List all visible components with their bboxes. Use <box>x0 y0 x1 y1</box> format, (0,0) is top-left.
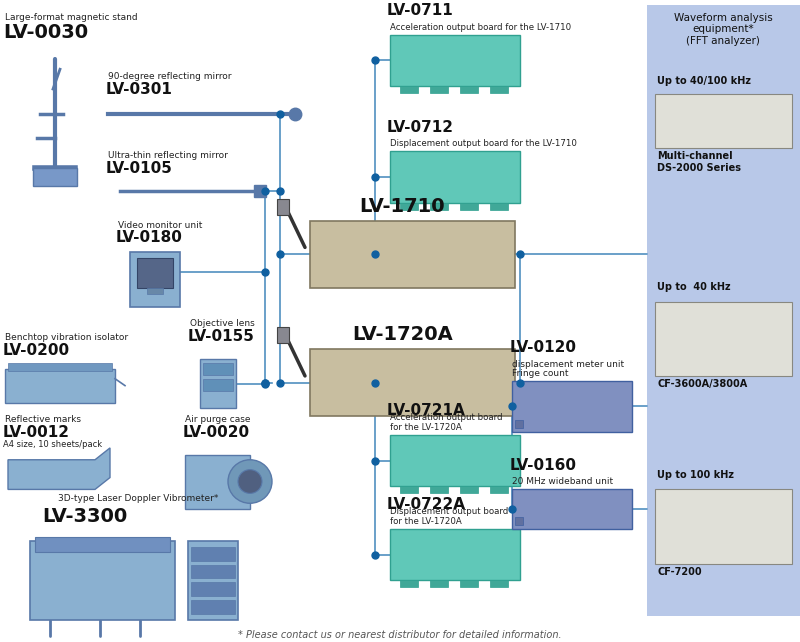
Text: * Please contact us or nearest distributor for detailed information.: * Please contact us or nearest distribut… <box>238 630 562 640</box>
Text: Large-format magnetic stand: Large-format magnetic stand <box>5 13 138 22</box>
FancyBboxPatch shape <box>490 487 508 494</box>
Text: Ultra-thin reflecting mirror: Ultra-thin reflecting mirror <box>108 152 228 160</box>
Text: LV-0160: LV-0160 <box>510 458 577 473</box>
FancyBboxPatch shape <box>515 517 523 525</box>
FancyBboxPatch shape <box>490 203 508 210</box>
FancyBboxPatch shape <box>390 529 520 580</box>
Circle shape <box>238 470 262 494</box>
Text: Displacement output board for the LV-1710: Displacement output board for the LV-171… <box>390 139 577 148</box>
Text: 20 MHz wideband unit: 20 MHz wideband unit <box>512 478 613 487</box>
FancyBboxPatch shape <box>191 600 235 614</box>
Text: Waveform analysis
equipment*
(FFT analyzer): Waveform analysis equipment* (FFT analyz… <box>674 13 772 46</box>
Text: Acceleration output board for the LV-1710: Acceleration output board for the LV-171… <box>390 22 571 31</box>
FancyBboxPatch shape <box>137 258 173 288</box>
Text: LV-0200: LV-0200 <box>3 343 70 358</box>
FancyBboxPatch shape <box>5 369 115 403</box>
FancyBboxPatch shape <box>430 203 448 210</box>
Text: Up to  40 kHz: Up to 40 kHz <box>657 282 730 292</box>
FancyBboxPatch shape <box>655 302 792 376</box>
FancyBboxPatch shape <box>277 327 289 343</box>
Text: LV-0301: LV-0301 <box>106 82 173 97</box>
Text: 3D-type Laser Doppler Vibrometer*: 3D-type Laser Doppler Vibrometer* <box>58 494 218 503</box>
Text: LV-0012: LV-0012 <box>3 425 70 440</box>
FancyBboxPatch shape <box>430 487 448 494</box>
Circle shape <box>228 460 272 503</box>
FancyBboxPatch shape <box>200 359 236 408</box>
Text: Video monitor unit: Video monitor unit <box>118 220 202 229</box>
FancyBboxPatch shape <box>191 564 235 578</box>
FancyBboxPatch shape <box>515 421 523 428</box>
Text: LV-0180: LV-0180 <box>116 230 183 245</box>
FancyBboxPatch shape <box>191 547 235 560</box>
Text: CF-3600A/3800A: CF-3600A/3800A <box>657 379 747 388</box>
FancyBboxPatch shape <box>512 489 632 529</box>
Text: LV-0722A: LV-0722A <box>387 497 466 512</box>
FancyBboxPatch shape <box>430 86 448 93</box>
FancyBboxPatch shape <box>35 537 170 551</box>
Text: LV-1710: LV-1710 <box>359 196 445 216</box>
FancyBboxPatch shape <box>460 580 478 587</box>
FancyBboxPatch shape <box>512 381 632 432</box>
FancyBboxPatch shape <box>185 455 250 509</box>
FancyBboxPatch shape <box>400 203 418 210</box>
Text: Reflective marks: Reflective marks <box>5 415 81 424</box>
FancyBboxPatch shape <box>8 363 112 371</box>
FancyBboxPatch shape <box>430 580 448 587</box>
FancyBboxPatch shape <box>490 86 508 93</box>
FancyBboxPatch shape <box>655 489 792 564</box>
Text: LV-1720A: LV-1720A <box>352 325 453 344</box>
FancyBboxPatch shape <box>460 86 478 93</box>
FancyBboxPatch shape <box>277 199 289 214</box>
FancyBboxPatch shape <box>33 168 77 186</box>
Text: LV-0721A: LV-0721A <box>387 403 466 418</box>
Text: CF-7200: CF-7200 <box>657 566 702 577</box>
Text: Up to 100 kHz: Up to 100 kHz <box>657 470 734 480</box>
Text: LV-0155: LV-0155 <box>188 329 255 344</box>
FancyBboxPatch shape <box>400 487 418 494</box>
FancyBboxPatch shape <box>460 487 478 494</box>
Text: LV-3300: LV-3300 <box>42 507 127 526</box>
Polygon shape <box>8 448 110 489</box>
Text: Acceleration output board
for the LV-1720A: Acceleration output board for the LV-172… <box>390 413 502 432</box>
Text: 90-degree reflecting mirror: 90-degree reflecting mirror <box>108 72 231 82</box>
FancyBboxPatch shape <box>647 5 800 616</box>
Text: Multi-channel
DS-2000 Series: Multi-channel DS-2000 Series <box>657 152 741 173</box>
Text: LV-0020: LV-0020 <box>183 425 250 440</box>
Text: Objective lens: Objective lens <box>190 319 254 328</box>
FancyBboxPatch shape <box>400 86 418 93</box>
FancyBboxPatch shape <box>655 94 792 148</box>
Text: Air purge case: Air purge case <box>185 415 250 424</box>
Text: Displacement output board
for the LV-1720A: Displacement output board for the LV-172… <box>390 507 508 526</box>
FancyBboxPatch shape <box>310 220 515 288</box>
FancyBboxPatch shape <box>191 582 235 596</box>
FancyBboxPatch shape <box>130 252 180 306</box>
FancyBboxPatch shape <box>30 541 175 620</box>
FancyBboxPatch shape <box>203 379 233 390</box>
FancyBboxPatch shape <box>147 288 163 293</box>
Text: LV-0712: LV-0712 <box>387 119 454 135</box>
Text: Fringe count: Fringe count <box>512 369 569 377</box>
Text: Up to 40/100 kHz: Up to 40/100 kHz <box>657 76 751 86</box>
FancyBboxPatch shape <box>460 203 478 210</box>
Text: LV-0105: LV-0105 <box>106 161 173 176</box>
Text: Benchtop vibration isolator: Benchtop vibration isolator <box>5 333 128 342</box>
Text: displacement meter unit: displacement meter unit <box>512 360 624 369</box>
FancyBboxPatch shape <box>188 541 238 620</box>
FancyBboxPatch shape <box>490 580 508 587</box>
Text: LV-0120: LV-0120 <box>510 340 577 355</box>
Text: A4 size, 10 sheets/pack: A4 size, 10 sheets/pack <box>3 440 102 449</box>
FancyBboxPatch shape <box>390 35 520 86</box>
Text: LV-0030: LV-0030 <box>3 22 88 42</box>
FancyBboxPatch shape <box>390 435 520 487</box>
FancyBboxPatch shape <box>310 349 515 416</box>
FancyBboxPatch shape <box>390 152 520 203</box>
FancyBboxPatch shape <box>203 363 233 375</box>
Text: LV-0711: LV-0711 <box>387 3 454 18</box>
FancyBboxPatch shape <box>400 580 418 587</box>
